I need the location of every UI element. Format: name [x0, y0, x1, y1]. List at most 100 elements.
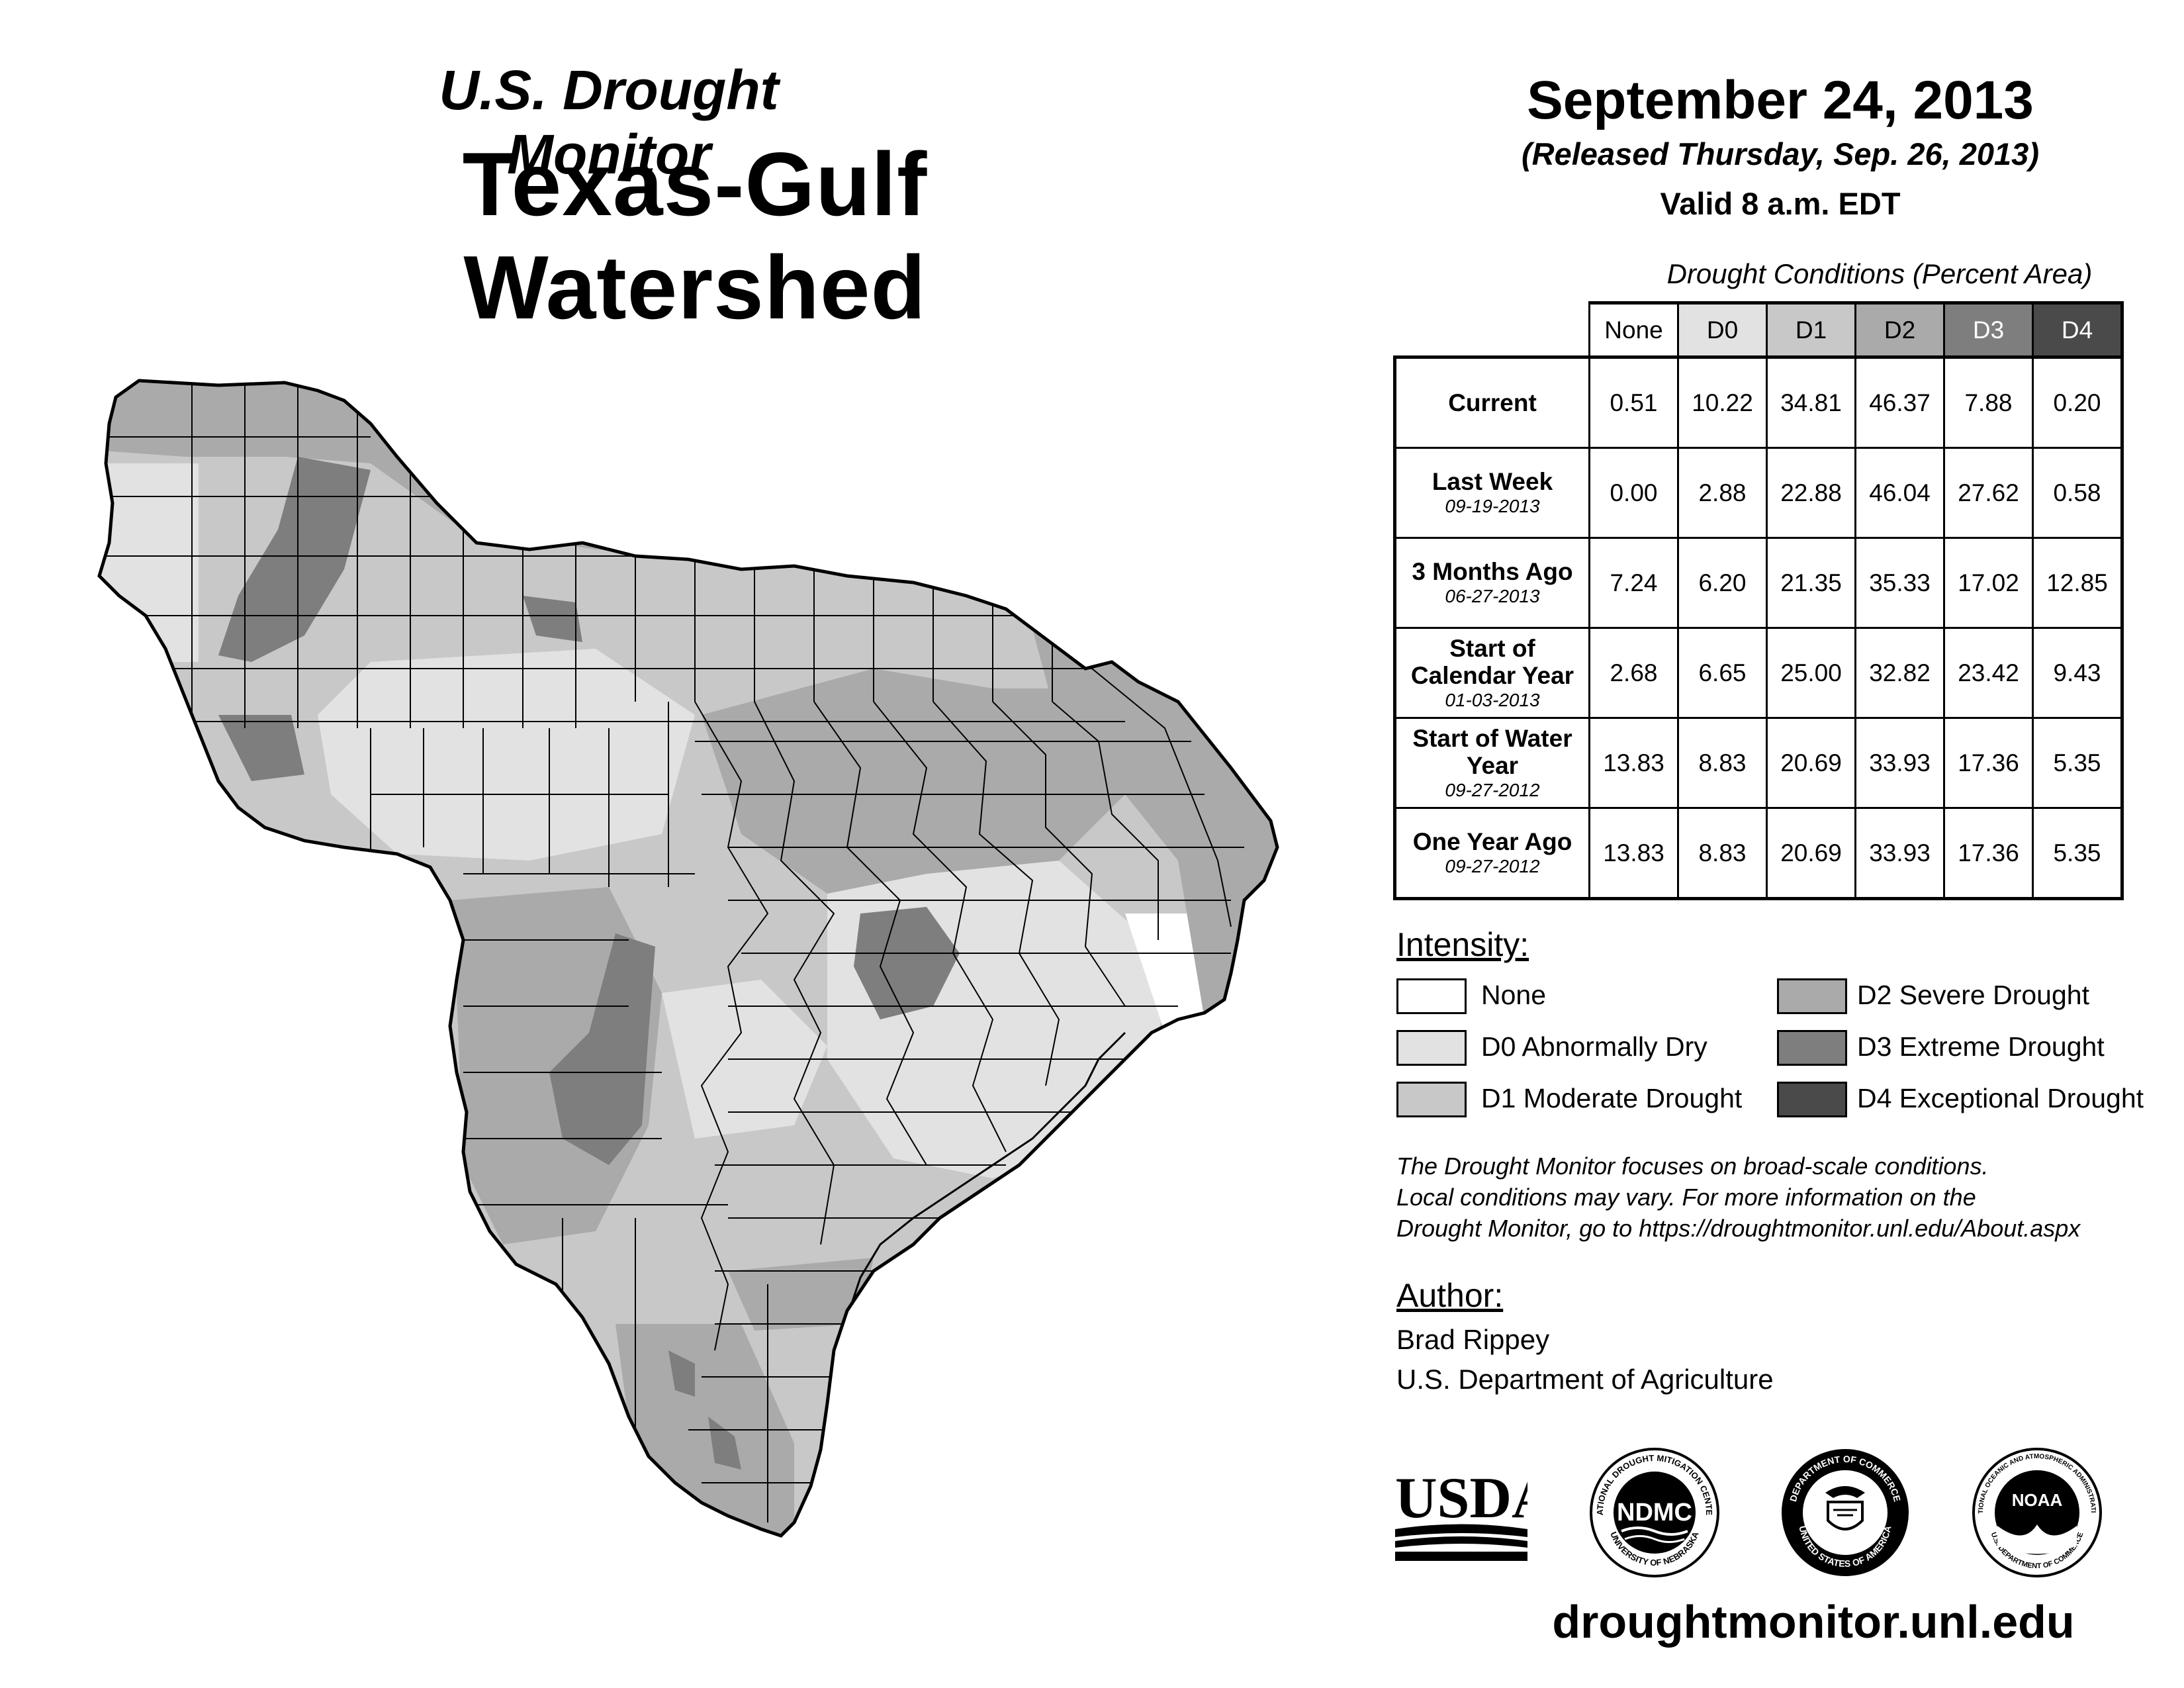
row-label: Start of Calendar Year 01-03-2013 [1393, 627, 1590, 719]
ndmc-logo: NATIONAL DROUGHT MITIGATION CENTER UNIVE… [1588, 1446, 1719, 1577]
row-label: 3 Months Ago 06-27-2013 [1393, 537, 1590, 629]
disclaimer-note: The Drought Monitor focuses on broad-sca… [1396, 1150, 2158, 1244]
table-cell: 32.82 [1854, 627, 1945, 719]
eagle-icon [1825, 1486, 1865, 1498]
d0-area [318, 649, 695, 861]
table-cell: 22.88 [1766, 447, 1856, 539]
table-row: 3 Months Ago 06-27-2013 7.24 6.20 21.35 3… [1393, 537, 2124, 629]
watershed-map [93, 371, 1297, 1549]
legend-swatch-d3 [1777, 1030, 1847, 1066]
note-line: Drought Monitor, go to https://droughtmo… [1396, 1215, 2081, 1242]
ndmc-logo-text: NDMC [1617, 1499, 1692, 1526]
table-cell: 9.43 [2032, 627, 2124, 719]
map-title: Texas-Gulf Watershed [462, 134, 928, 338]
legend-label-d2: D2 Severe Drought [1857, 980, 2089, 1010]
drought-conditions-table: None D0 D1 D2 D3 D4 Current 0.51 10.22 3… [1393, 301, 2124, 900]
d3-area [668, 1350, 695, 1397]
table-cell: 13.83 [1588, 807, 1679, 900]
table-cell: 5.35 [2032, 807, 2124, 900]
col-header-d4: D4 [2032, 301, 2124, 358]
table-cell: 33.93 [1854, 717, 1945, 809]
table-row: One Year Ago 09-27-2012 13.83 8.83 20.69 … [1393, 807, 2124, 900]
col-header-d0: D0 [1677, 301, 1768, 358]
noaa-logo: NATIONAL OCEANIC AND ATMOSPHERIC ADMINIS… [1971, 1446, 2102, 1577]
table-cell: 13.83 [1588, 717, 1679, 809]
author-name: Brad Rippey [1396, 1324, 1550, 1355]
col-header-d1: D1 [1766, 301, 1856, 358]
table-cell: 7.88 [1943, 355, 2034, 449]
table-row: Start of Calendar Year 01-03-2013 2.68 6.… [1393, 627, 2124, 719]
website-link[interactable]: droughtmonitor.unl.edu [1552, 1596, 2075, 1648]
shield-icon [1827, 1501, 1864, 1530]
map-subtitle: U.S. Drought Monitor [439, 59, 779, 185]
table-cell: 0.20 [2032, 355, 2124, 449]
author-org: U.S. Department of Agriculture [1396, 1364, 1774, 1395]
coastline [846, 1031, 1126, 1318]
table-cell: 8.83 [1677, 807, 1768, 900]
row-label: One Year Ago 09-27-2012 [1393, 807, 1590, 900]
legend-label-d1: D1 Moderate Drought [1481, 1083, 1743, 1113]
legend-swatch-d1 [1396, 1082, 1467, 1117]
table-caption: Drought Conditions (Percent Area) [1666, 258, 2093, 289]
legend-label-d4: D4 Exceptional Drought [1857, 1083, 2144, 1113]
release-date: (Released Thursday, Sep. 26, 2013) [1522, 136, 2039, 171]
d3-area [218, 457, 371, 662]
table-cell: 0.00 [1588, 447, 1679, 539]
d2-area [702, 669, 1138, 894]
legend-swatch-d2 [1777, 978, 1847, 1014]
table-cell: 23.42 [1943, 627, 2034, 719]
table-cell: 46.37 [1854, 355, 1945, 449]
table-row: Last Week 09-19-2013 0.00 2.88 22.88 46.0… [1393, 447, 2124, 539]
table-cell: 10.22 [1677, 355, 1768, 449]
d2-area [728, 1258, 874, 1331]
legend-swatch-d0 [1396, 1030, 1467, 1066]
table-cell: 6.20 [1677, 537, 1768, 629]
noaa-logo-text: NOAA [2012, 1490, 2063, 1510]
col-header-d2: D2 [1854, 301, 1945, 358]
table-row: Start of Water Year 09-27-2012 13.83 8.83… [1393, 717, 2124, 809]
table-cell: 46.04 [1854, 447, 1945, 539]
note-line: Local conditions may vary. For more info… [1396, 1184, 1976, 1211]
legend-heading: Intensity: [1396, 926, 1529, 963]
county-lines [99, 381, 1244, 1523]
table-cell: 17.02 [1943, 537, 2034, 629]
row-label: Current [1393, 355, 1590, 449]
legend-swatch-none [1396, 978, 1467, 1014]
legend-label-d3: D3 Extreme Drought [1857, 1031, 2105, 1062]
table-cell: 8.83 [1677, 717, 1768, 809]
col-header-d3: D3 [1943, 301, 2034, 358]
table-cell: 20.69 [1766, 807, 1856, 900]
table-cell: 5.35 [2032, 717, 2124, 809]
table-cell: 6.65 [1677, 627, 1768, 719]
author-heading: Author: [1396, 1277, 1504, 1314]
map-date: September 24, 2013 [1527, 70, 2034, 130]
table-row: Current 0.51 10.22 34.81 46.37 7.88 0.20 [1393, 355, 2124, 449]
table-cell: 0.58 [2032, 447, 2124, 539]
table-cell: 2.68 [1588, 627, 1679, 719]
legend-label-none: None [1481, 980, 1547, 1010]
table-cell: 17.36 [1943, 717, 2034, 809]
legend-swatch-d4 [1777, 1082, 1847, 1117]
table-cell: 27.62 [1943, 447, 2034, 539]
table-cell: 33.93 [1854, 807, 1945, 900]
table-cell: 20.69 [1766, 717, 1856, 809]
table-corner [1394, 303, 1590, 359]
note-line: The Drought Monitor focuses on broad-sca… [1396, 1152, 1989, 1180]
table-cell: 7.24 [1588, 537, 1679, 629]
table-cell: 25.00 [1766, 627, 1856, 719]
d3-area [549, 933, 655, 1165]
noaa-bird-icon [1997, 1524, 2077, 1554]
d3-area [218, 715, 304, 781]
d3-area [854, 907, 960, 1019]
valid-time: Valid 8 a.m. EDT [1660, 186, 1901, 221]
table-cell: 12.85 [2032, 537, 2124, 629]
table-cell: 17.36 [1943, 807, 2034, 900]
table-cell: 35.33 [1854, 537, 1945, 629]
commerce-seal-logo: DEPARTMENT OF COMMERCE UNITED STATES OF … [1782, 1449, 1909, 1576]
table-cell: 34.81 [1766, 355, 1856, 449]
table-cell: 2.88 [1677, 447, 1768, 539]
table-cell: 21.35 [1766, 537, 1856, 629]
d0-area [99, 463, 199, 662]
